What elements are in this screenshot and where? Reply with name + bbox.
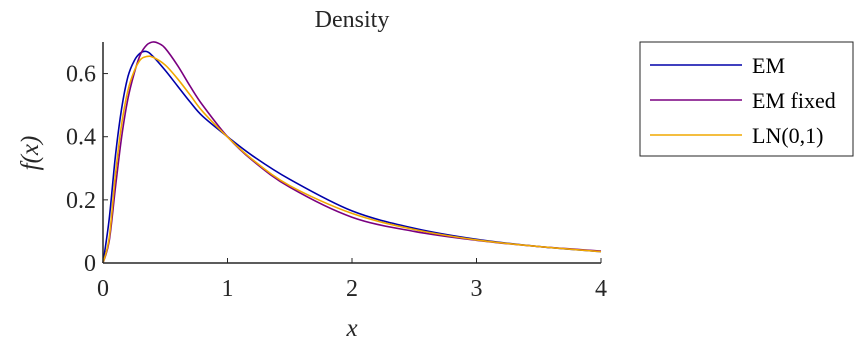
x-tick-label: 2 xyxy=(346,276,358,302)
series-line-3 xyxy=(102,55,602,264)
chart-title: Density xyxy=(315,7,390,33)
y-tick-label: 0.6 xyxy=(66,62,96,88)
y-tick-label: 0.2 xyxy=(66,188,96,214)
y-axis-label: f(x) xyxy=(17,136,44,171)
x-tick-label: 1 xyxy=(222,276,234,302)
legend-label-1: EM xyxy=(752,53,785,78)
series-line-2 xyxy=(102,41,602,264)
plot-area: 0 1 2 3 4 0 0.2 0.4 0.6 xyxy=(66,41,607,302)
x-ticks: 0 1 2 3 4 xyxy=(97,258,607,302)
legend-label-3: LN(0,1) xyxy=(752,123,823,148)
y-tick-label: 0.4 xyxy=(66,125,96,151)
x-tick-label: 4 xyxy=(595,276,607,302)
series-group xyxy=(102,41,602,264)
legend-items: EM EM fixed LN(0,1) xyxy=(650,53,836,148)
y-tick-label: 0 xyxy=(84,251,96,277)
x-tick-label: 3 xyxy=(471,276,483,302)
legend: EM EM fixed LN(0,1) xyxy=(639,41,854,157)
x-tick-label: 0 xyxy=(97,276,109,302)
x-axis-label: x xyxy=(345,315,357,342)
series-line-1 xyxy=(102,50,602,264)
legend-label-2: EM fixed xyxy=(752,88,836,113)
legend-box xyxy=(639,41,854,157)
y-ticks: 0 0.2 0.4 0.6 xyxy=(66,62,108,277)
